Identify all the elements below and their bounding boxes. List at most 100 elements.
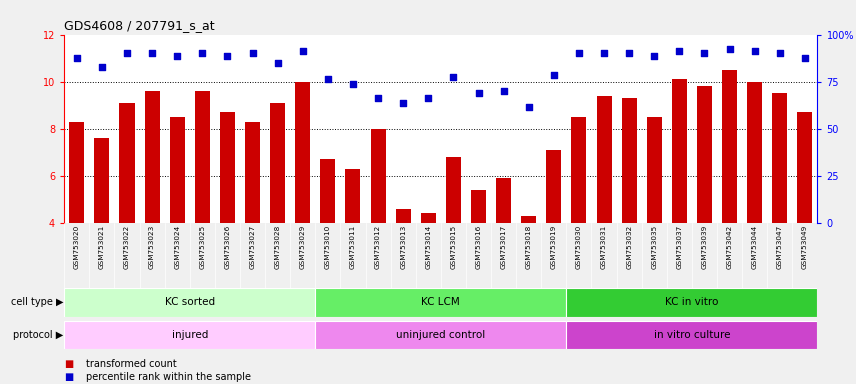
Point [597,50,611,56]
Point [748,48,762,54]
Text: KC sorted: KC sorted [164,297,215,308]
Text: GSM753011: GSM753011 [350,225,356,269]
Bar [672,79,687,223]
Text: KC LCM: KC LCM [421,297,461,308]
Point [447,74,461,80]
Text: GSM753018: GSM753018 [526,225,532,269]
Text: GSM753020: GSM753020 [74,225,80,269]
Text: GSM753030: GSM753030 [576,225,582,269]
Bar [647,117,662,223]
Bar [697,86,712,223]
Text: GDS4608 / 207791_s_at: GDS4608 / 207791_s_at [64,19,215,32]
Text: GSM753022: GSM753022 [124,225,130,269]
Point [70,55,84,61]
Text: GSM753019: GSM753019 [550,225,557,269]
Bar [64,288,315,317]
Text: injured: injured [171,330,208,340]
Point [95,65,109,71]
Bar [722,70,737,223]
Text: GSM753035: GSM753035 [651,225,657,269]
Point [572,50,586,56]
Point [773,50,787,56]
Text: cell type ▶: cell type ▶ [11,297,63,308]
Text: in vitro culture: in vitro culture [654,330,730,340]
Text: uninjured control: uninjured control [396,330,485,340]
Bar [270,103,285,223]
Bar [421,214,436,223]
Point [246,50,259,56]
Point [522,104,536,111]
Bar [220,112,235,223]
Point [296,48,310,54]
Bar [772,93,788,223]
Point [396,100,410,106]
Point [472,90,485,96]
Bar [471,190,486,223]
Text: ■: ■ [64,359,74,369]
Text: GSM753042: GSM753042 [727,225,733,269]
Point [346,81,360,87]
Text: GSM753028: GSM753028 [275,225,281,269]
Text: GSM753014: GSM753014 [425,225,431,269]
Bar [371,129,385,223]
Text: GSM753037: GSM753037 [676,225,682,269]
Bar [315,321,567,349]
Text: ■: ■ [64,372,74,382]
Text: GSM753049: GSM753049 [802,225,808,269]
Bar [798,112,812,223]
Text: GSM753026: GSM753026 [224,225,230,269]
Point [170,53,184,59]
Bar [572,117,586,223]
Bar [747,82,762,223]
Point [321,76,335,82]
Bar [621,98,637,223]
Text: GSM753021: GSM753021 [98,225,105,269]
Bar [295,82,310,223]
Bar [245,122,260,223]
Text: GSM753016: GSM753016 [475,225,482,269]
Point [195,50,209,56]
Bar [145,91,159,223]
Text: KC in vitro: KC in vitro [665,297,719,308]
Bar [521,216,536,223]
Text: GSM753023: GSM753023 [149,225,155,269]
Point [496,88,510,94]
Bar [346,169,360,223]
Point [146,50,159,56]
Text: GSM753027: GSM753027 [249,225,256,269]
Text: GSM753012: GSM753012 [375,225,381,269]
Point [221,53,235,59]
Text: GSM753044: GSM753044 [752,225,758,269]
Bar [546,150,562,223]
Bar [597,96,611,223]
Bar [446,157,461,223]
Text: GSM753024: GSM753024 [174,225,181,269]
Text: GSM753017: GSM753017 [501,225,507,269]
Bar [69,122,84,223]
Bar [395,209,411,223]
Bar [94,138,110,223]
Bar [120,103,134,223]
Bar [496,178,511,223]
Point [372,95,385,101]
Point [798,55,811,61]
Text: GSM753013: GSM753013 [400,225,407,269]
Text: percentile rank within the sample: percentile rank within the sample [86,372,251,382]
Text: GSM753015: GSM753015 [450,225,456,269]
Bar [320,159,336,223]
Text: GSM753031: GSM753031 [601,225,607,269]
Point [673,48,687,54]
Bar [315,288,567,317]
Point [547,71,561,78]
Text: GSM753029: GSM753029 [300,225,306,269]
Text: GSM753025: GSM753025 [199,225,205,269]
Text: GSM753032: GSM753032 [626,225,633,269]
Bar [195,91,210,223]
Point [270,60,284,66]
Text: GSM753010: GSM753010 [324,225,331,269]
Bar [64,321,315,349]
Text: transformed count: transformed count [86,359,176,369]
Text: GSM753039: GSM753039 [701,225,708,269]
Text: protocol ▶: protocol ▶ [13,330,63,340]
Bar [567,321,817,349]
